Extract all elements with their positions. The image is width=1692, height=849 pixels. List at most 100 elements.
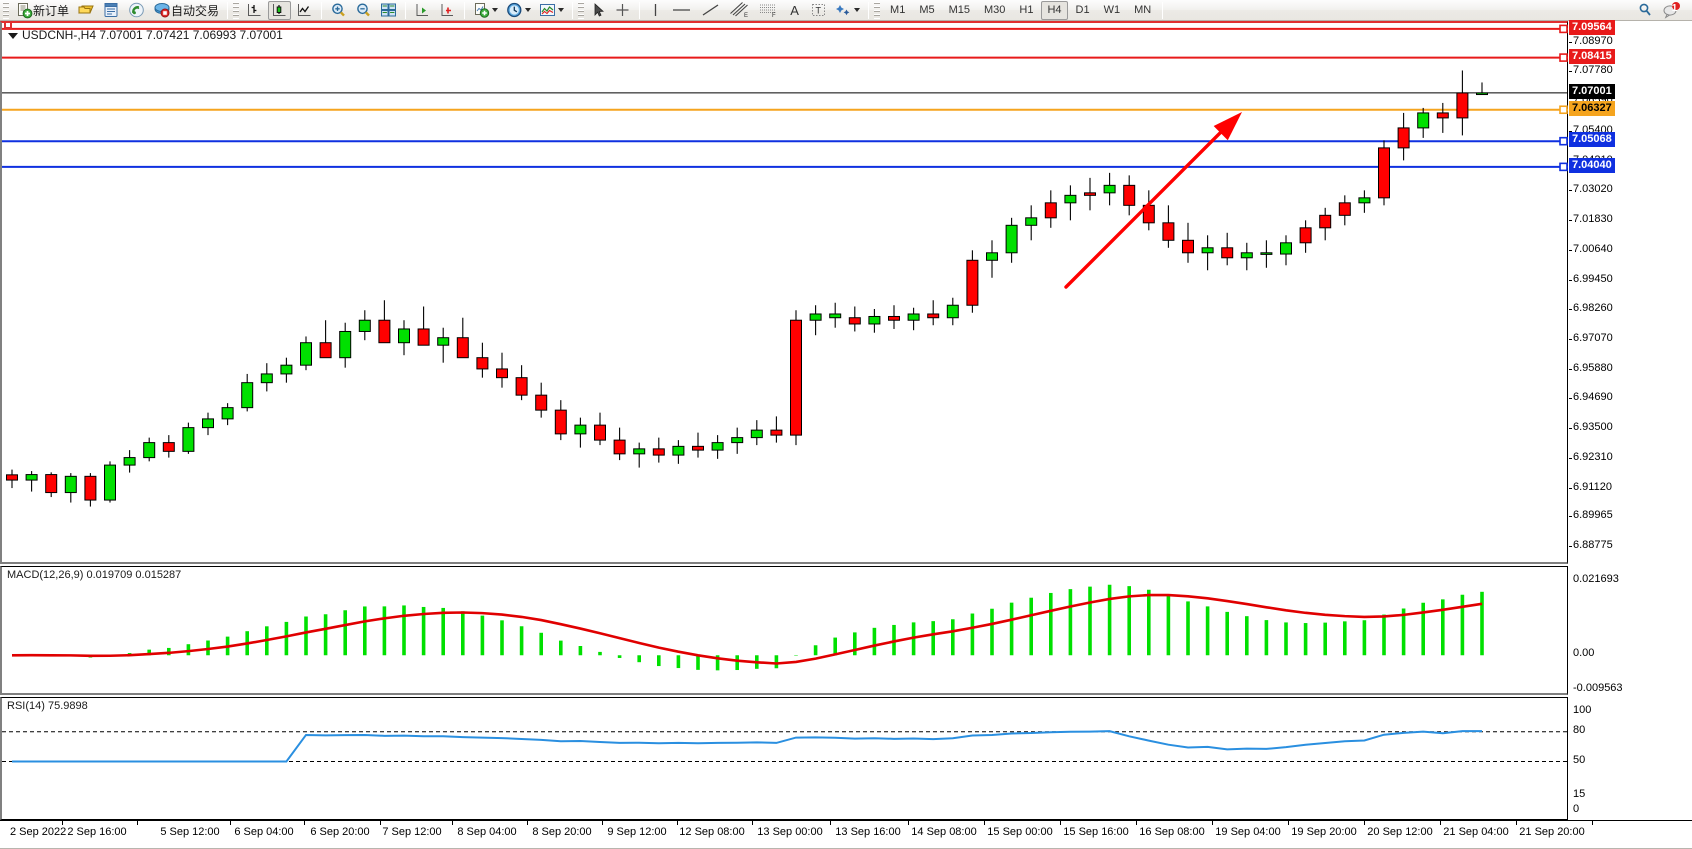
zoom-out-button[interactable]: [352, 1, 375, 20]
templates-button[interactable]: [536, 1, 567, 20]
macd-pane[interactable]: MACD(12,26,9) 0.019709 0.015287: [0, 566, 1568, 695]
candle-7: [143, 442, 156, 459]
svg-text:E: E: [744, 13, 748, 18]
data-window-button[interactable]: [100, 1, 123, 20]
timeframe-m15[interactable]: M15: [943, 1, 976, 20]
price-level-label-support[interactable]: 7.05068: [1569, 132, 1615, 148]
new-order-button[interactable]: 新订单: [13, 1, 72, 20]
candle-72: [1417, 112, 1430, 129]
candle-75: [1476, 92, 1488, 96]
time-tick-mark: [1592, 821, 1593, 825]
cursor-tool[interactable]: [588, 1, 609, 20]
search-button[interactable]: [1634, 1, 1657, 20]
candle-74: [1456, 92, 1469, 119]
tile-windows-button[interactable]: [377, 1, 400, 20]
timeframe-m5[interactable]: M5: [913, 1, 940, 20]
new-order-label: 新订单: [33, 3, 70, 18]
price-pane[interactable]: USDCNH-,H4 7.07001 7.07421 7.06993 7.070…: [0, 21, 1568, 564]
chevron-down-icon-4[interactable]: [854, 8, 861, 12]
text-tool[interactable]: A: [784, 1, 805, 20]
toolbar-separator-7: [868, 1, 870, 19]
price-tick-mark: [1569, 249, 1572, 251]
rsi-plot[interactable]: [2, 698, 1568, 819]
bar-chart-button[interactable]: [243, 1, 266, 20]
chart-shift-button[interactable]: [436, 1, 459, 20]
timeframe-h1[interactable]: H1: [1013, 1, 1039, 20]
equidistant-channel-tool[interactable]: E: [726, 1, 753, 20]
trendline-tool[interactable]: [697, 1, 724, 20]
chart-corner-handle[interactable]: [4, 21, 12, 29]
price-tick-mark: [1569, 279, 1572, 281]
notification-badge-count: 1: [1671, 2, 1678, 14]
clock-icon: [506, 2, 523, 18]
auto-scroll-icon: [414, 2, 431, 18]
price-tick-mark: [1569, 457, 1572, 459]
template-icon: [539, 2, 556, 18]
price-tick-label: 6.95880: [1573, 361, 1613, 374]
rsi-tick-80: 80: [1573, 723, 1586, 736]
time-axis[interactable]: 2 Sep 2022 2 Sep 16:00 5 Sep 12:00 6 Sep 04…: [0, 820, 1692, 849]
time-tick-label: 6 Sep 20:00: [310, 826, 370, 838]
timeframe-d1[interactable]: D1: [1070, 1, 1096, 20]
chevron-down-icon[interactable]: [492, 8, 499, 12]
timeframe-label: H4: [1047, 4, 1062, 16]
vertical-line-tool[interactable]: [645, 1, 666, 20]
bar-chart-icon: [246, 2, 263, 18]
data-window-icon: [103, 2, 120, 18]
time-tick-mark: [752, 821, 753, 825]
rsi-pane[interactable]: RSI(14) 75.9898: [0, 697, 1568, 820]
price-level-label-current[interactable]: 7.07001: [1569, 83, 1615, 99]
crosshair-tool[interactable]: [611, 1, 634, 20]
timeframe-h4[interactable]: H4: [1041, 0, 1068, 20]
zoom-in-button[interactable]: [327, 1, 350, 20]
price-axis[interactable]: 7.089707.077807.065907.054007.042107.030…: [1569, 19, 1692, 820]
toolbar-grip-4[interactable]: [874, 1, 881, 19]
autotrade-button[interactable]: 自动交易: [150, 1, 222, 20]
timeframe-mn[interactable]: MN: [1128, 1, 1157, 20]
toolbar-separator-3: [405, 1, 407, 19]
chevron-down-icon-2[interactable]: [525, 8, 532, 12]
notification-button[interactable]: 1: [1659, 1, 1684, 20]
timeframe-m30[interactable]: M30: [978, 1, 1011, 20]
time-tick-mark: [602, 821, 603, 825]
candle-42: [829, 313, 842, 319]
candle-13: [260, 373, 273, 384]
fibonacci-tool[interactable]: F: [755, 1, 782, 20]
indicators-button[interactable]: [470, 1, 501, 20]
time-tick-mark: [527, 821, 528, 825]
text-icon: A: [790, 2, 799, 18]
symbol-dropdown-icon[interactable]: [8, 33, 18, 39]
history-button[interactable]: [74, 1, 98, 20]
toolbar-grip[interactable]: [3, 1, 9, 19]
rsi-tick-100: 100: [1573, 704, 1592, 716]
horizontal-line-tool[interactable]: [668, 1, 695, 20]
price-level-label-resistance[interactable]: 7.08415: [1569, 48, 1615, 64]
chevron-down-icon-3[interactable]: [558, 8, 565, 12]
candlestick-chart-button[interactable]: [268, 0, 292, 20]
macd-plot[interactable]: [2, 567, 1568, 694]
timeframe-m1[interactable]: M1: [884, 1, 911, 20]
candle-17: [339, 330, 352, 359]
objects-button[interactable]: [832, 1, 863, 20]
price-candlestick-plot[interactable]: [2, 23, 1568, 563]
price-level-label-support[interactable]: 7.04040: [1569, 157, 1615, 173]
toolbar-grip-3[interactable]: [578, 1, 585, 19]
candle-41: [809, 313, 822, 321]
chart-area[interactable]: USDCNH-,H4 7.07001 7.07421 7.06993 7.070…: [0, 19, 1692, 849]
label-tool[interactable]: T: [807, 1, 830, 20]
timeframe-label: D1: [1075, 4, 1090, 16]
price-level-label-resistance[interactable]: 7.09564: [1569, 19, 1615, 35]
toolbar-grip-2[interactable]: [233, 1, 240, 19]
price-level-label-pivot[interactable]: 7.06327: [1569, 100, 1615, 116]
signals-button[interactable]: [125, 1, 148, 20]
chart-shift-icon: [439, 2, 456, 18]
timeframe-w1[interactable]: W1: [1098, 1, 1127, 20]
candlestick-icon: [271, 2, 288, 18]
periods-button[interactable]: [503, 1, 534, 20]
auto-scroll-button[interactable]: [411, 1, 434, 20]
price-tick-label: 6.91120: [1573, 480, 1612, 493]
line-chart-button[interactable]: [293, 1, 316, 20]
candle-24: [476, 357, 489, 370]
time-tick-label: 15 Sep 00:00: [987, 826, 1053, 838]
price-tick-mark: [1569, 190, 1572, 192]
